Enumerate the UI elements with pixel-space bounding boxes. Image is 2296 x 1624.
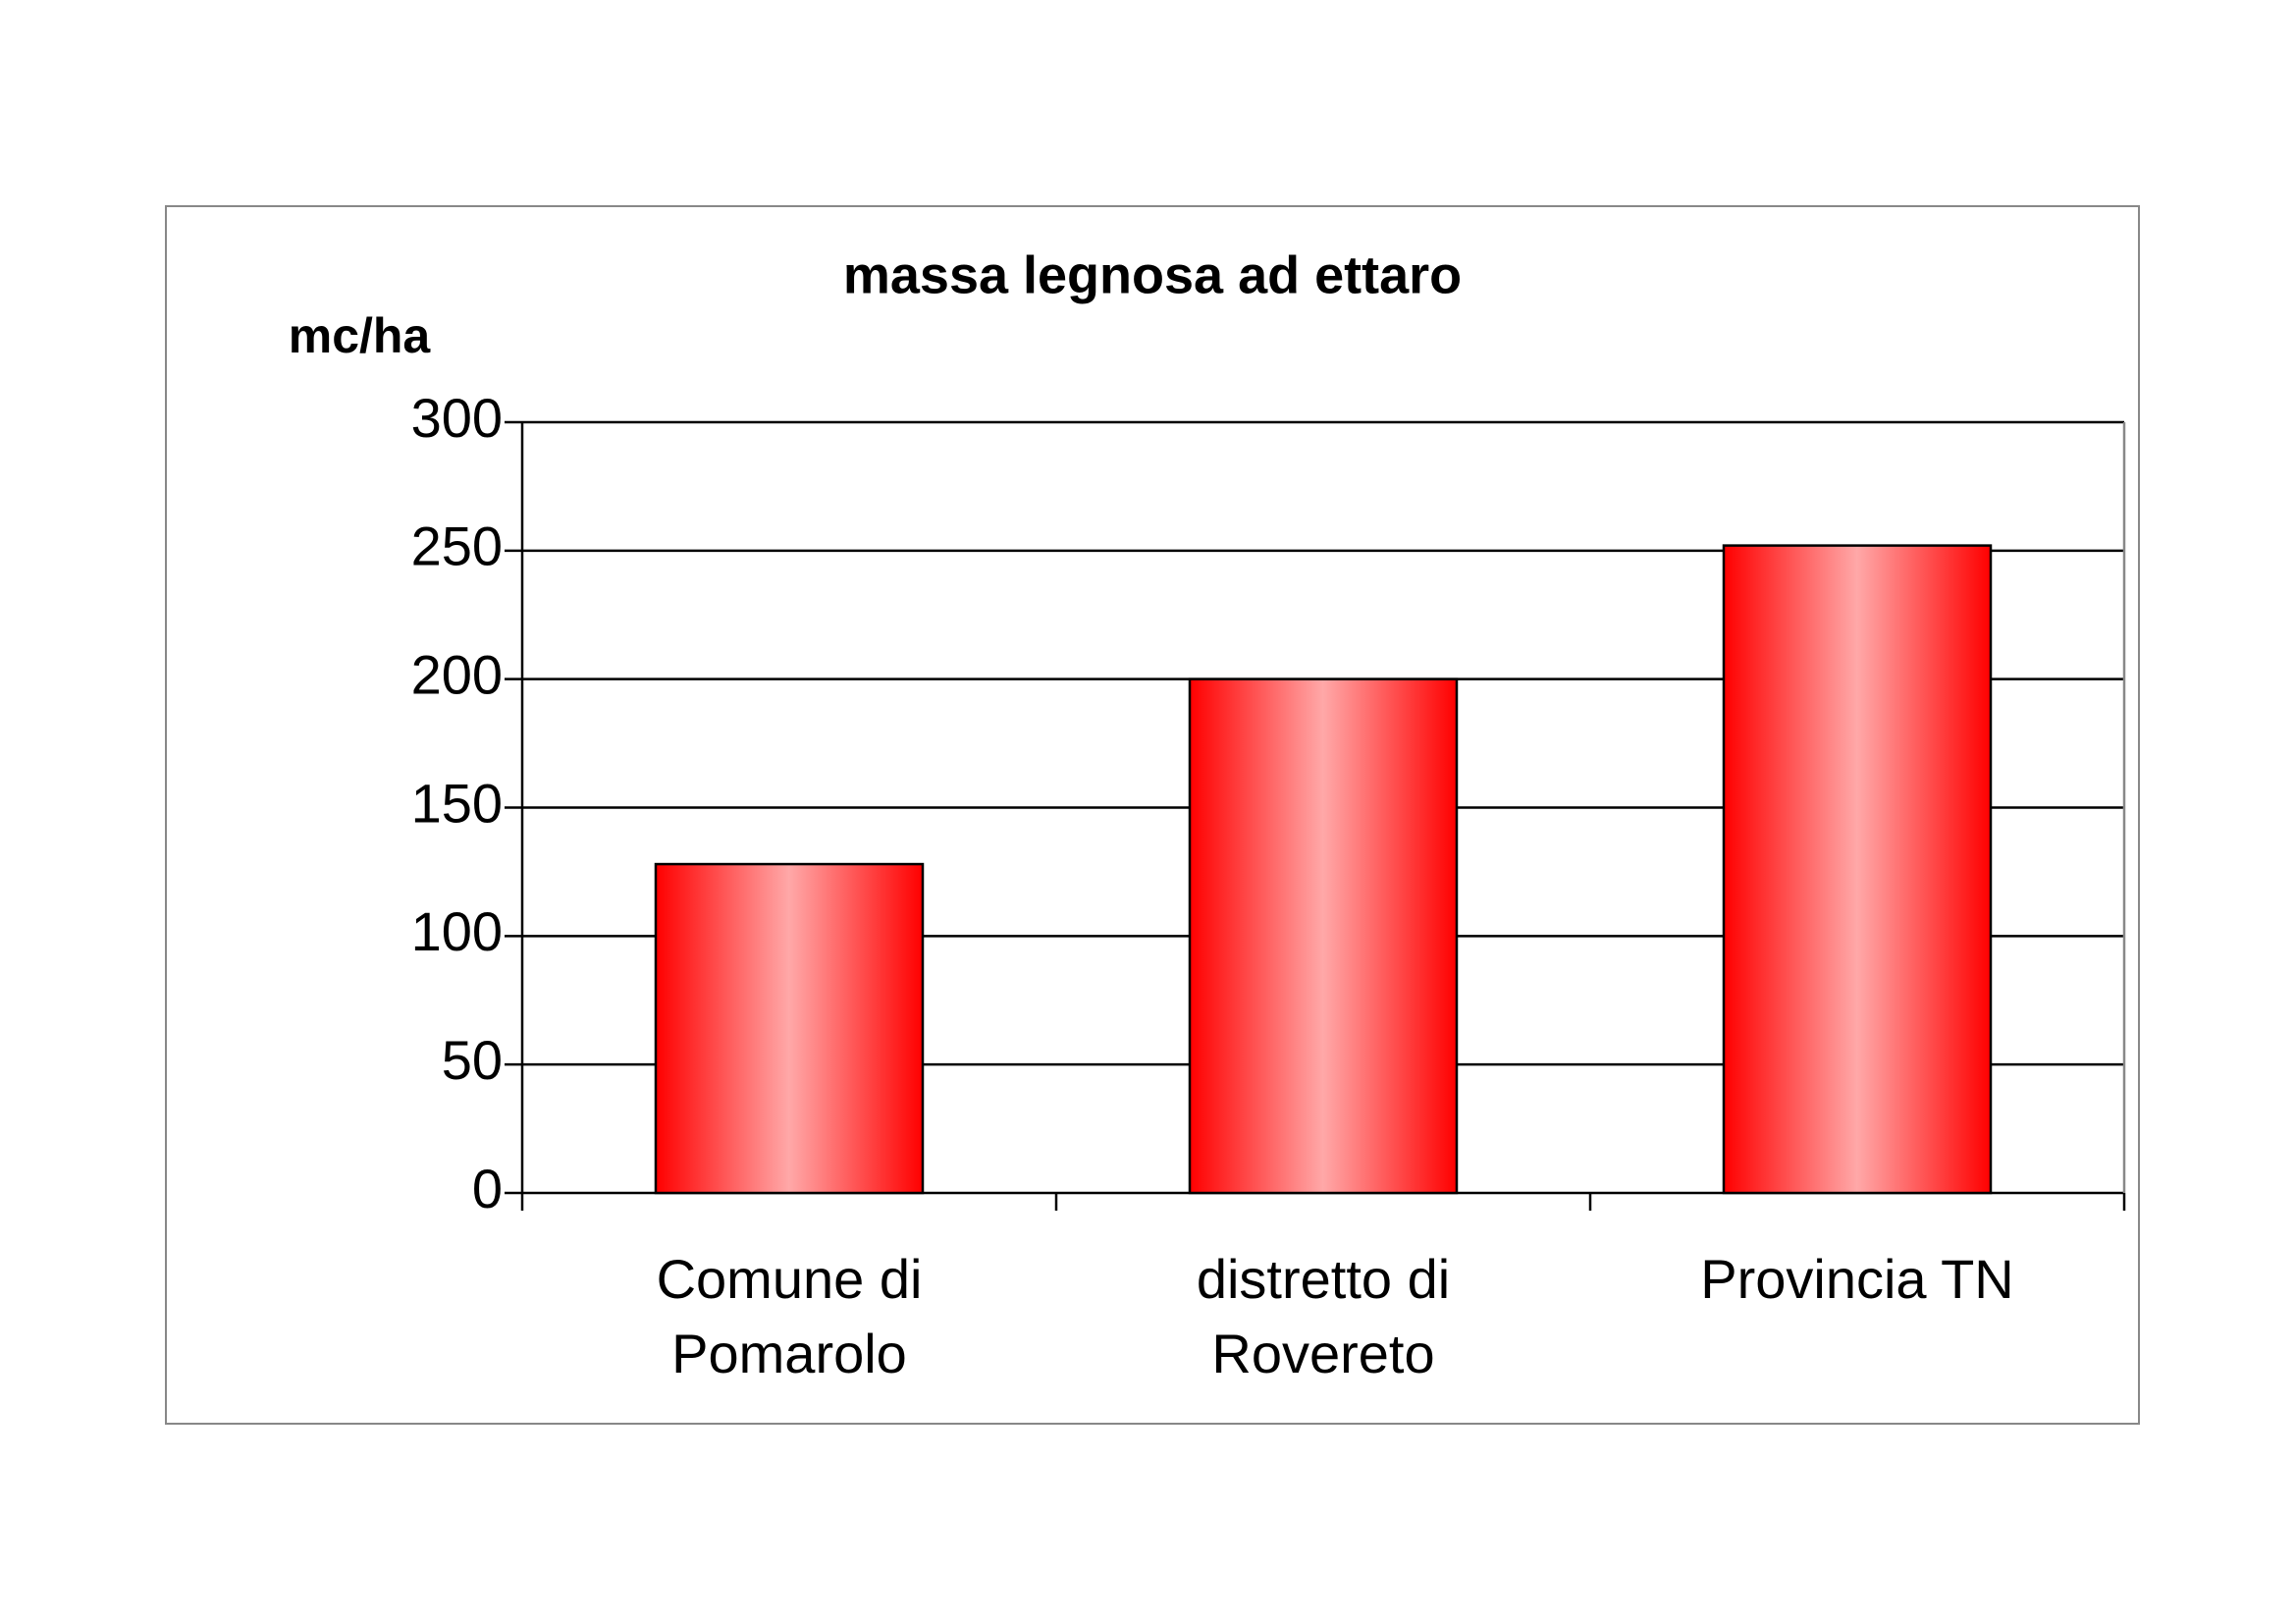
bar [654,862,925,1195]
y-tick-label: 150 [411,772,503,834]
y-tick-label: 0 [472,1158,503,1219]
y-axis-label: mc/ha [289,308,432,363]
bar [1188,677,1459,1195]
x-tick-label: Provincia TN [1700,1248,2014,1310]
y-tick-label: 50 [442,1029,503,1091]
y-tick-label: 100 [411,900,503,962]
chart-title: massa legnosa ad ettaro [843,245,1462,304]
y-tick-label: 250 [411,515,503,577]
y-tick-label: 300 [411,387,503,449]
x-tick-label: Comune di Pomarolo [657,1248,923,1384]
bar [1722,544,1993,1195]
x-tick-label: distretto di Rovereto [1197,1248,1450,1384]
y-tick-label: 200 [411,643,503,705]
